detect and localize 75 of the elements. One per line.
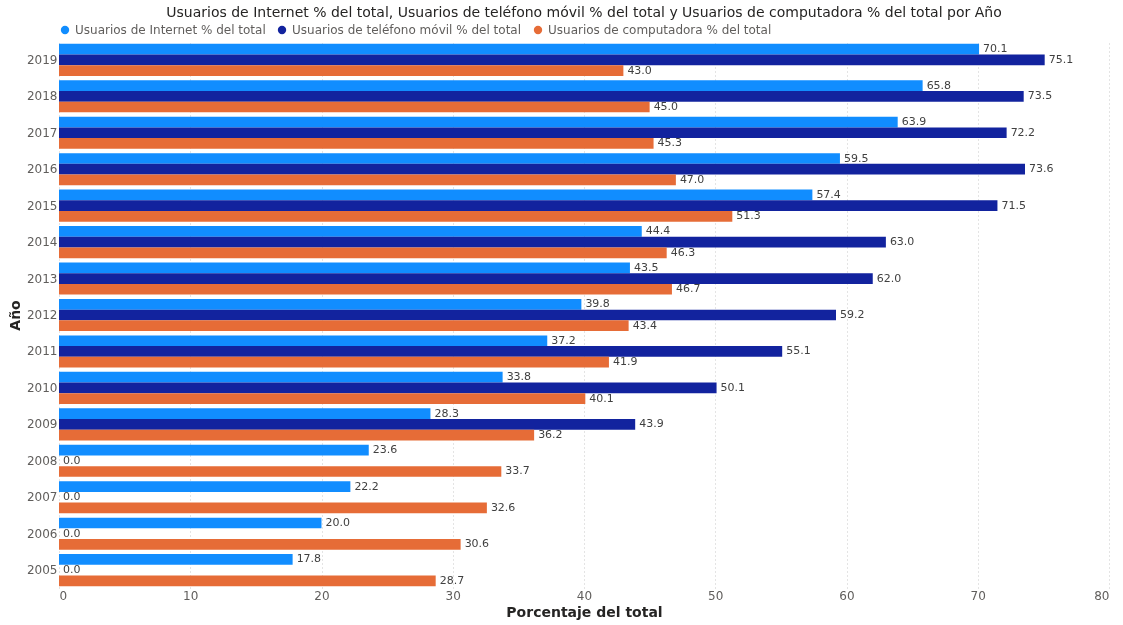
y-tick-label: 2018 (26, 89, 58, 104)
data-label: 0.0 (63, 526, 81, 540)
chart-title: Usuarios de Internet % del total, Usuarios de teléfono móvil % del total y Usuarios de computadora % del total por Año (166, 4, 1002, 20)
data-label: 43.9 (639, 417, 664, 431)
data-label: 70.1 (983, 42, 1008, 56)
data-label: 28.7 (439, 573, 465, 587)
data-label: 40.1 (589, 391, 614, 405)
data-label: 72.2 (1010, 125, 1036, 139)
data-label: 43.5 (633, 260, 659, 274)
x-tick-label: 50 (708, 588, 724, 603)
data-label: 45.3 (657, 136, 683, 150)
data-label: 17.8 (296, 552, 322, 566)
x-tick-label: 30 (445, 588, 461, 603)
data-label: 36.2 (538, 428, 563, 442)
data-label: 45.0 (653, 100, 679, 113)
data-label: 55.1 (786, 344, 811, 358)
data-label: 62.0 (876, 271, 902, 285)
y-tick-label: 2013 (26, 271, 58, 286)
y-tick-label: 2006 (26, 526, 58, 541)
data-label: 28.3 (434, 406, 459, 420)
data-label: 43.4 (632, 318, 658, 332)
data-label: 46.3 (670, 245, 696, 259)
data-label: 0.0 (63, 490, 81, 504)
y-tick-label: 2016 (26, 162, 58, 177)
data-label: 33.8 (506, 370, 532, 384)
data-label: 44.4 (645, 224, 671, 238)
data-label: 59.5 (843, 151, 869, 165)
data-label: 47.0 (679, 172, 705, 186)
x-tick-label: 20 (314, 588, 330, 603)
data-label: 63.0 (889, 235, 915, 249)
data-label: 22.2 (354, 479, 379, 493)
data-label: 0.0 (63, 453, 81, 467)
data-label: 32.6 (490, 500, 516, 514)
data-label: 46.7 (675, 282, 701, 296)
data-label: 71.5 (1001, 198, 1026, 212)
data-label: 57.4 (816, 187, 841, 201)
data-label: 0.0 (63, 563, 81, 577)
y-tick-label: 2017 (26, 125, 58, 140)
x-axis-title: Porcentaje del total (506, 603, 663, 620)
data-label: 43.0 (627, 63, 652, 77)
data-label: 50.1 (720, 380, 746, 394)
x-tick-label: 60 (839, 588, 855, 603)
y-tick-label: 2012 (26, 308, 58, 322)
y-tick-label: 2009 (26, 417, 58, 432)
legend-label: Usuarios de computadora % del total (548, 23, 772, 37)
data-label: 23.6 (372, 443, 398, 457)
y-tick-label: 2014 (26, 235, 58, 250)
x-tick-label: 70 (970, 588, 986, 603)
data-label: 30.6 (464, 537, 490, 551)
y-axis-title: Año (6, 299, 23, 331)
y-tick-label: 2011 (26, 344, 58, 359)
data-label: 33.7 (505, 464, 530, 478)
x-tick-label: 80 (1094, 588, 1110, 603)
y-tick-label: 2019 (26, 52, 58, 67)
legend-label: Usuarios de Internet % del total (75, 23, 266, 37)
y-tick-label: 2015 (26, 198, 58, 213)
y-tick-label: 2007 (26, 490, 58, 505)
data-label: 41.9 (612, 355, 638, 369)
x-tick-label: 40 (576, 588, 593, 603)
data-label: 75.1 (1048, 52, 1074, 66)
y-tick-label: 2005 (26, 563, 58, 578)
data-label: 63.9 (901, 115, 927, 129)
x-tick-label: 10 (183, 588, 199, 603)
data-label: 39.8 (585, 297, 610, 311)
data-label: 37.2 (551, 333, 576, 347)
data-label: 65.8 (926, 78, 952, 92)
data-label: 51.3 (736, 209, 761, 223)
data-label: 73.5 (1027, 89, 1053, 103)
x-tick-label: 0 (59, 588, 68, 603)
data-label: 73.6 (1029, 162, 1054, 176)
data-label: 59.2 (840, 308, 865, 321)
legend-label: Usuarios de teléfono móvil % del total (292, 23, 522, 37)
y-tick-label: 2008 (26, 453, 58, 468)
y-tick-label: 2010 (26, 380, 58, 395)
data-label: 20.0 (325, 516, 350, 529)
